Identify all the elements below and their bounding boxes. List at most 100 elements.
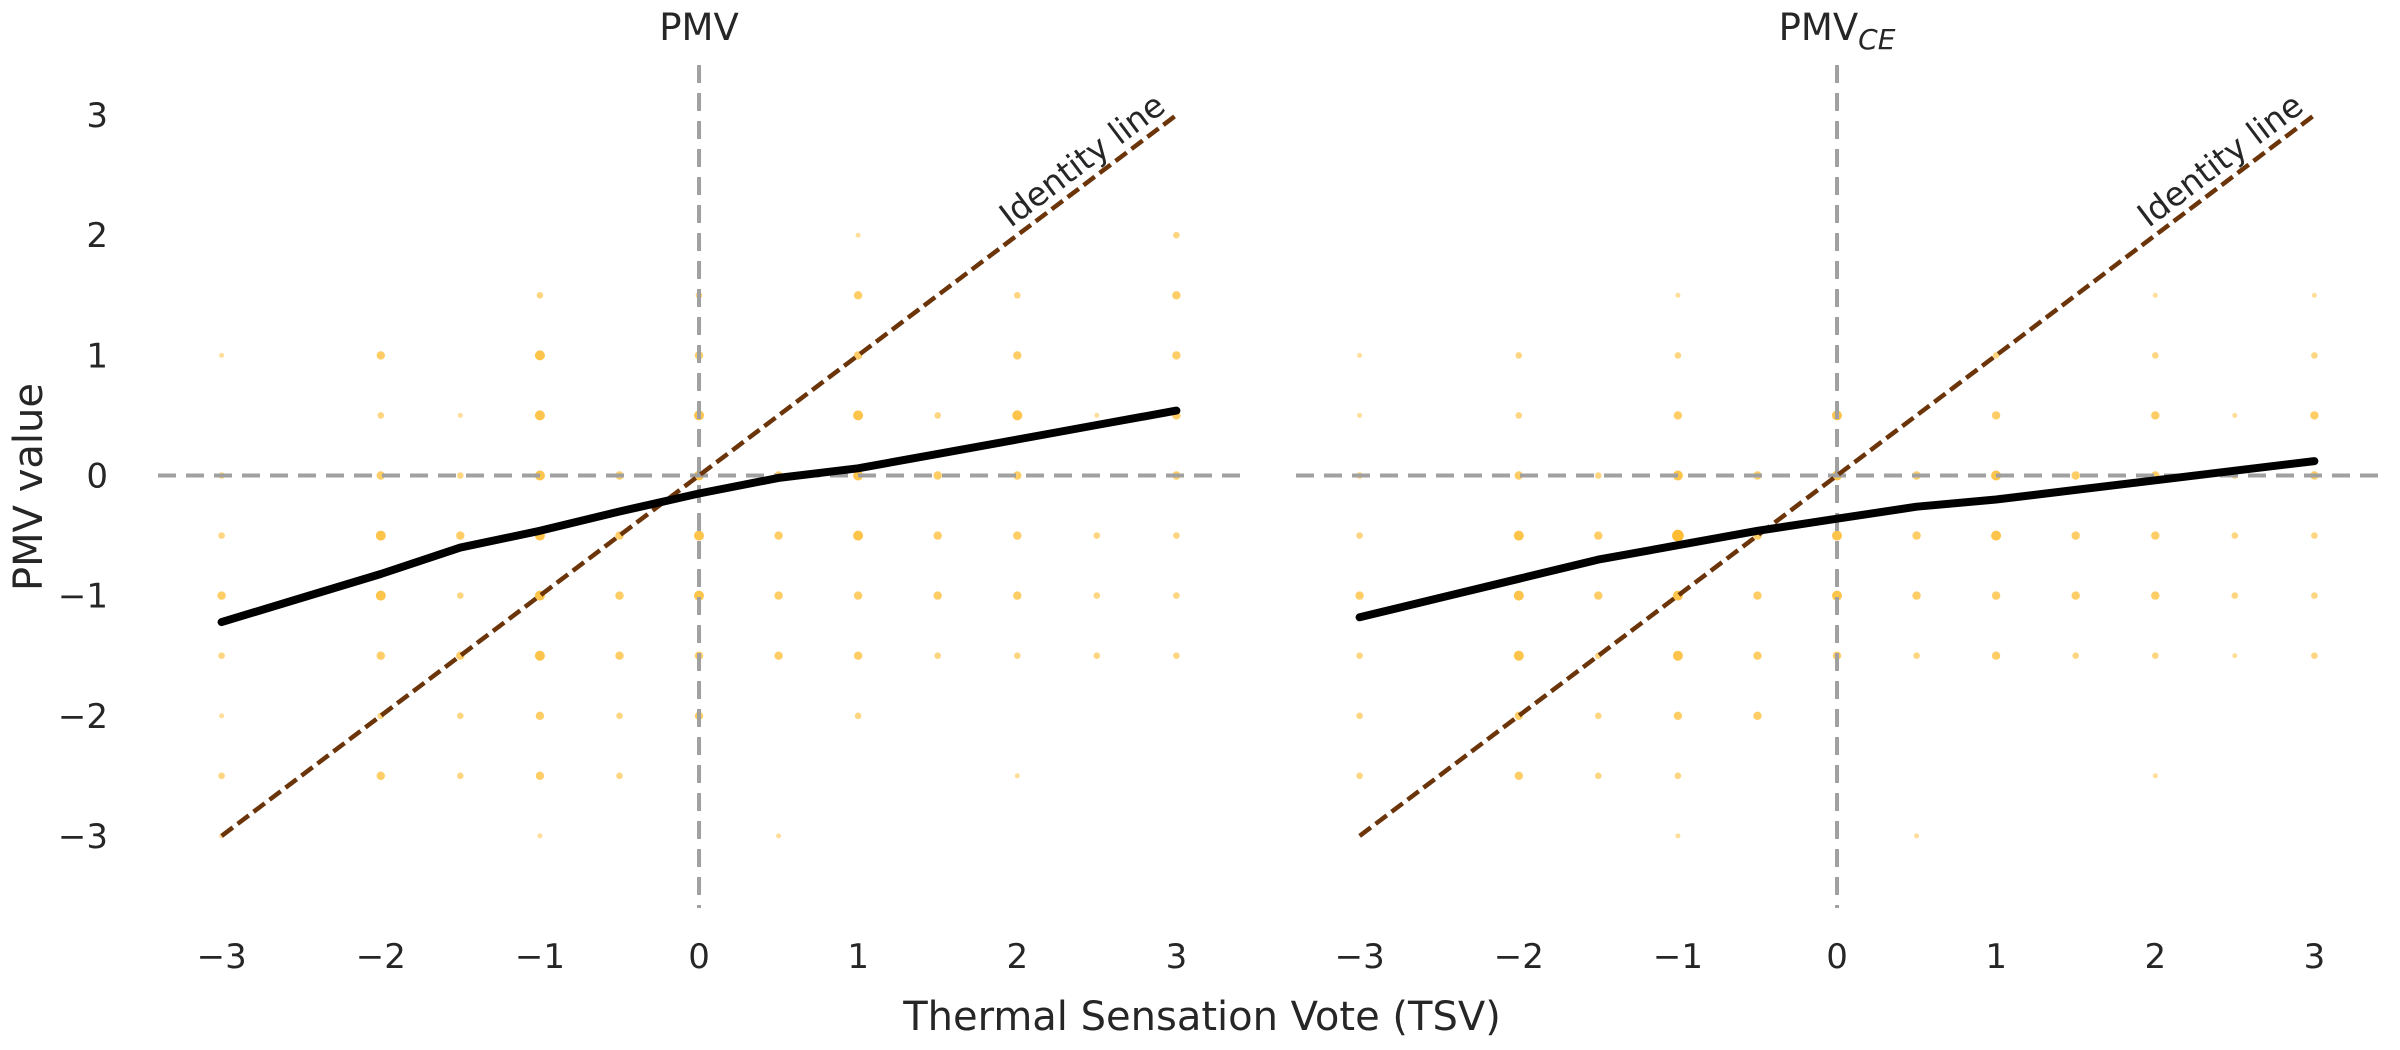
- scatter-point: [1172, 351, 1181, 360]
- y-tick-label: −2: [58, 697, 108, 737]
- x-tick-label: −2: [1494, 937, 1544, 977]
- scatter-point: [1913, 652, 1920, 659]
- scatter-point: [457, 712, 464, 720]
- scatter-point: [933, 471, 942, 480]
- scatter-point: [1356, 712, 1363, 720]
- scatter-point: [2072, 652, 2079, 659]
- panel-title-subscript: CE: [1858, 23, 1896, 56]
- scatter-point: [1672, 650, 1683, 661]
- scatter-point: [1673, 411, 1683, 420]
- scatter-point: [1672, 529, 1684, 542]
- scatter-point: [534, 410, 545, 421]
- scatter-point: [1513, 650, 1524, 661]
- scatter-point: [934, 412, 941, 419]
- scatter-point: [218, 652, 225, 659]
- x-axis-label: Thermal Sensation Vote (TSV): [902, 994, 1501, 1040]
- scatter-point: [1357, 352, 1363, 358]
- scatter-point: [855, 232, 861, 238]
- scatter-point: [2071, 471, 2080, 480]
- scatter-point: [1675, 292, 1681, 298]
- x-tick-label: 3: [1166, 937, 1188, 977]
- scatter-point: [1912, 531, 1921, 540]
- scatter-point: [1595, 772, 1602, 780]
- scatter-point: [1674, 352, 1682, 359]
- scatter-point: [2311, 652, 2318, 659]
- y-tick-label: 3: [86, 96, 108, 136]
- scatter-point: [1991, 651, 2001, 660]
- scatter-point: [1992, 352, 2000, 359]
- scatter-point: [457, 592, 464, 599]
- scatter-point: [1093, 532, 1101, 539]
- scatter-point: [615, 591, 624, 600]
- y-tick-label: 0: [86, 456, 108, 496]
- scatter-point: [1173, 652, 1180, 659]
- x-tick-label: −1: [515, 937, 565, 977]
- scatter-point: [1013, 591, 1022, 600]
- scatter-point: [774, 651, 783, 660]
- y-tick-label: 2: [86, 216, 108, 256]
- scatter-point: [1832, 590, 1842, 601]
- x-tick-label: 0: [1826, 937, 1848, 977]
- scatter-point: [1013, 471, 1022, 480]
- scatter-point: [456, 531, 465, 540]
- scatter-point: [1173, 532, 1180, 539]
- scatter-point: [376, 771, 385, 780]
- scatter-point: [933, 591, 942, 600]
- x-tick-label: 2: [1006, 937, 1028, 977]
- scatter-point: [2231, 532, 2239, 539]
- scatter-point: [219, 352, 225, 358]
- y-tick-label: −1: [58, 577, 108, 617]
- scatter-point: [457, 772, 464, 780]
- scatter-point: [774, 591, 783, 600]
- scatter-point: [219, 713, 225, 719]
- scatter-point: [535, 711, 545, 720]
- scatter-point: [694, 590, 704, 601]
- scatter-point: [2310, 411, 2319, 420]
- scatter-point: [218, 772, 225, 780]
- x-tick-label: −3: [197, 937, 247, 977]
- scatter-point: [1991, 530, 2002, 541]
- scatter-point: [853, 410, 864, 421]
- scatter-point: [1674, 772, 1682, 780]
- scatter-point: [1914, 833, 1920, 839]
- x-tick-label: −2: [356, 937, 406, 977]
- x-tick-label: 0: [688, 937, 710, 977]
- scatter-point: [2232, 412, 2238, 418]
- smooth-trend-line: [1355, 457, 2319, 622]
- x-tick-label: −3: [1335, 937, 1385, 977]
- scatter-point: [1093, 652, 1101, 659]
- scatter-point: [1172, 291, 1181, 300]
- scatter-point: [535, 771, 545, 780]
- scatter-point: [853, 651, 863, 660]
- scatter-point: [776, 833, 782, 839]
- scatter-point: [1594, 531, 1603, 540]
- scatter-point: [1515, 412, 1523, 419]
- scatter-point: [2152, 292, 2158, 298]
- scatter-point: [534, 350, 545, 361]
- scatter-point: [375, 530, 386, 541]
- scatter-point: [376, 651, 385, 660]
- scatter-point: [1356, 772, 1363, 780]
- scatter-point: [853, 591, 863, 600]
- scatter-point: [1673, 711, 1683, 720]
- scatter-point: [457, 472, 464, 479]
- y-tick-label: 1: [86, 336, 108, 376]
- scatter-point: [2152, 773, 2158, 779]
- x-tick-label: 1: [1985, 937, 2007, 977]
- scatter-point: [1355, 591, 1364, 600]
- scatter-point: [536, 292, 544, 299]
- scatter-point: [1514, 771, 1524, 780]
- scatter-point: [376, 351, 385, 360]
- panel-title-main: PMV: [1779, 6, 1859, 49]
- scatter-point: [1513, 590, 1524, 601]
- scatter-point: [1515, 352, 1523, 359]
- scatter-point: [854, 712, 862, 720]
- panel-title: PMV: [659, 6, 739, 49]
- scatter-point: [1356, 652, 1363, 659]
- scatter-point: [1514, 471, 1524, 480]
- scatter-point: [2311, 352, 2318, 359]
- scatter-point: [774, 531, 783, 540]
- scatter-point: [1013, 351, 1022, 360]
- scatter-point: [853, 530, 864, 541]
- scatter-point: [1094, 412, 1100, 418]
